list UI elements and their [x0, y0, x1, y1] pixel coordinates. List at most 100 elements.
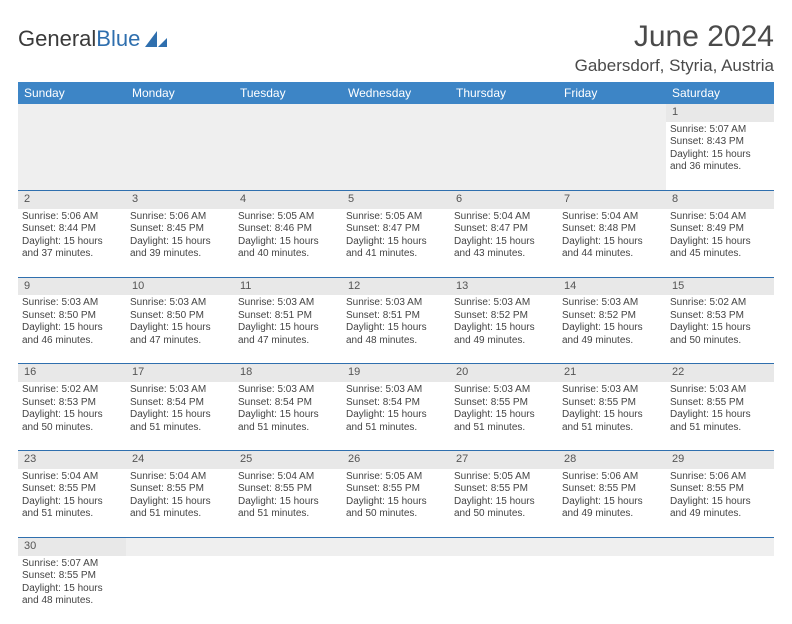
day-header: Thursday	[450, 82, 558, 104]
day-number-cell: 7	[558, 190, 666, 208]
day-details: Sunrise: 5:05 AMSunset: 8:47 PMDaylight:…	[346, 211, 446, 261]
day-details: Sunrise: 5:02 AMSunset: 8:53 PMDaylight:…	[22, 384, 122, 434]
header: GeneralBlue June 2024 Gabersdorf, Styria…	[18, 20, 774, 76]
daylight-line: Daylight: 15 hours and 49 minutes.	[670, 496, 770, 521]
day-details: Sunrise: 5:03 AMSunset: 8:54 PMDaylight:…	[346, 384, 446, 434]
sunrise-line: Sunrise: 5:06 AM	[22, 211, 122, 224]
day-details: Sunrise: 5:03 AMSunset: 8:52 PMDaylight:…	[562, 297, 662, 347]
sunrise-line: Sunrise: 5:06 AM	[670, 471, 770, 484]
sunrise-line: Sunrise: 5:02 AM	[670, 297, 770, 310]
sunset-line: Sunset: 8:49 PM	[670, 223, 770, 236]
day-number-cell: 5	[342, 190, 450, 208]
brand-logo: GeneralBlue	[18, 26, 169, 52]
sunset-line: Sunset: 8:55 PM	[130, 483, 230, 496]
sunrise-line: Sunrise: 5:04 AM	[454, 211, 554, 224]
calendar-week-row: Sunrise: 5:02 AMSunset: 8:53 PMDaylight:…	[18, 382, 774, 451]
sunrise-line: Sunrise: 5:06 AM	[130, 211, 230, 224]
calendar-day-cell: Sunrise: 5:03 AMSunset: 8:50 PMDaylight:…	[126, 295, 234, 364]
day-number-cell: 15	[666, 277, 774, 295]
day-number-cell	[450, 104, 558, 122]
day-number-cell	[342, 537, 450, 555]
day-details: Sunrise: 5:04 AMSunset: 8:55 PMDaylight:…	[238, 471, 338, 521]
sunset-line: Sunset: 8:51 PM	[238, 310, 338, 323]
sunset-line: Sunset: 8:50 PM	[22, 310, 122, 323]
sunrise-line: Sunrise: 5:03 AM	[454, 297, 554, 310]
day-details: Sunrise: 5:02 AMSunset: 8:53 PMDaylight:…	[670, 297, 770, 347]
calendar-day-cell: Sunrise: 5:03 AMSunset: 8:54 PMDaylight:…	[126, 382, 234, 451]
day-details: Sunrise: 5:04 AMSunset: 8:55 PMDaylight:…	[22, 471, 122, 521]
sunrise-line: Sunrise: 5:03 AM	[238, 297, 338, 310]
sunrise-line: Sunrise: 5:03 AM	[130, 384, 230, 397]
calendar-day-cell: Sunrise: 5:06 AMSunset: 8:55 PMDaylight:…	[666, 469, 774, 538]
sunset-line: Sunset: 8:55 PM	[454, 397, 554, 410]
sunrise-line: Sunrise: 5:07 AM	[22, 558, 122, 571]
sunset-line: Sunset: 8:55 PM	[454, 483, 554, 496]
day-number-cell: 29	[666, 451, 774, 469]
sunset-line: Sunset: 8:55 PM	[22, 570, 122, 583]
day-header: Wednesday	[342, 82, 450, 104]
calendar-day-cell: Sunrise: 5:03 AMSunset: 8:52 PMDaylight:…	[558, 295, 666, 364]
calendar-day-cell: Sunrise: 5:03 AMSunset: 8:51 PMDaylight:…	[342, 295, 450, 364]
calendar-day-cell	[342, 122, 450, 191]
day-number-cell: 16	[18, 364, 126, 382]
daylight-line: Daylight: 15 hours and 51 minutes.	[346, 409, 446, 434]
day-details: Sunrise: 5:03 AMSunset: 8:51 PMDaylight:…	[346, 297, 446, 347]
day-number-cell: 12	[342, 277, 450, 295]
sunset-line: Sunset: 8:43 PM	[670, 136, 770, 149]
sunset-line: Sunset: 8:55 PM	[22, 483, 122, 496]
brand-name-part2: Blue	[96, 26, 140, 52]
day-details: Sunrise: 5:04 AMSunset: 8:47 PMDaylight:…	[454, 211, 554, 261]
calendar-day-cell: Sunrise: 5:05 AMSunset: 8:46 PMDaylight:…	[234, 209, 342, 278]
calendar-day-cell	[234, 556, 342, 624]
day-header: Saturday	[666, 82, 774, 104]
day-number-cell	[126, 537, 234, 555]
daylight-line: Daylight: 15 hours and 49 minutes.	[454, 322, 554, 347]
sunset-line: Sunset: 8:55 PM	[238, 483, 338, 496]
calendar-day-cell: Sunrise: 5:05 AMSunset: 8:55 PMDaylight:…	[450, 469, 558, 538]
daylight-line: Daylight: 15 hours and 50 minutes.	[454, 496, 554, 521]
calendar-day-cell: Sunrise: 5:03 AMSunset: 8:55 PMDaylight:…	[450, 382, 558, 451]
day-details: Sunrise: 5:05 AMSunset: 8:55 PMDaylight:…	[454, 471, 554, 521]
calendar-day-cell	[558, 556, 666, 624]
sunrise-line: Sunrise: 5:04 AM	[22, 471, 122, 484]
calendar-table: SundayMondayTuesdayWednesdayThursdayFrid…	[18, 82, 774, 624]
day-number-cell: 6	[450, 190, 558, 208]
day-number-cell: 28	[558, 451, 666, 469]
calendar-day-cell: Sunrise: 5:03 AMSunset: 8:51 PMDaylight:…	[234, 295, 342, 364]
day-number-cell: 11	[234, 277, 342, 295]
month-title: June 2024	[575, 20, 774, 54]
calendar-day-cell: Sunrise: 5:04 AMSunset: 8:55 PMDaylight:…	[18, 469, 126, 538]
day-number-cell: 14	[558, 277, 666, 295]
daylight-line: Daylight: 15 hours and 51 minutes.	[562, 409, 662, 434]
calendar-day-cell: Sunrise: 5:03 AMSunset: 8:54 PMDaylight:…	[342, 382, 450, 451]
day-number-cell: 20	[450, 364, 558, 382]
calendar-week-row: Sunrise: 5:07 AMSunset: 8:43 PMDaylight:…	[18, 122, 774, 191]
calendar-day-cell	[666, 556, 774, 624]
daylight-line: Daylight: 15 hours and 51 minutes.	[130, 409, 230, 434]
sunrise-line: Sunrise: 5:05 AM	[346, 471, 446, 484]
day-number-row: 9101112131415	[18, 277, 774, 295]
day-number-cell	[234, 537, 342, 555]
sunrise-line: Sunrise: 5:05 AM	[454, 471, 554, 484]
sunset-line: Sunset: 8:55 PM	[562, 397, 662, 410]
day-details: Sunrise: 5:03 AMSunset: 8:55 PMDaylight:…	[562, 384, 662, 434]
day-details: Sunrise: 5:06 AMSunset: 8:44 PMDaylight:…	[22, 211, 122, 261]
daylight-line: Daylight: 15 hours and 43 minutes.	[454, 236, 554, 261]
sunset-line: Sunset: 8:52 PM	[454, 310, 554, 323]
sunset-line: Sunset: 8:45 PM	[130, 223, 230, 236]
day-header-row: SundayMondayTuesdayWednesdayThursdayFrid…	[18, 82, 774, 104]
sunrise-line: Sunrise: 5:03 AM	[346, 384, 446, 397]
daylight-line: Daylight: 15 hours and 40 minutes.	[238, 236, 338, 261]
daylight-line: Daylight: 15 hours and 44 minutes.	[562, 236, 662, 261]
brand-name-part1: General	[18, 26, 96, 52]
day-number-cell: 4	[234, 190, 342, 208]
daylight-line: Daylight: 15 hours and 51 minutes.	[22, 496, 122, 521]
day-number-cell: 2	[18, 190, 126, 208]
day-number-cell: 21	[558, 364, 666, 382]
calendar-day-cell	[234, 122, 342, 191]
daylight-line: Daylight: 15 hours and 48 minutes.	[22, 583, 122, 608]
sunrise-line: Sunrise: 5:07 AM	[670, 124, 770, 137]
day-number-cell: 8	[666, 190, 774, 208]
sunset-line: Sunset: 8:50 PM	[130, 310, 230, 323]
calendar-day-cell	[450, 556, 558, 624]
